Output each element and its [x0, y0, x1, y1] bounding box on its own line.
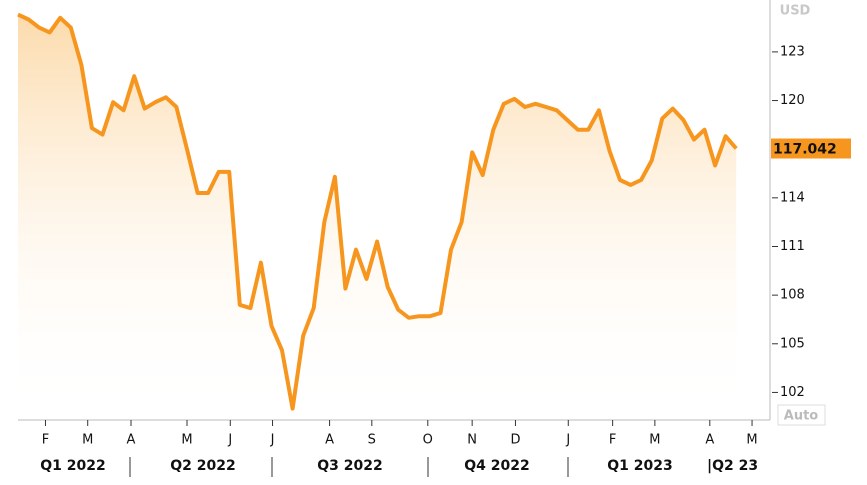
y-tick-label: 114 — [780, 190, 805, 205]
x-tick-label: F — [42, 433, 49, 448]
quarter-label: Q4 2022 — [464, 458, 529, 474]
x-tick-label: M — [181, 433, 192, 448]
x-tick-label: J — [270, 433, 275, 448]
x-tick-label: F — [609, 433, 616, 448]
x-tick-label: J — [565, 433, 570, 448]
y-tick-label: 108 — [780, 288, 805, 303]
y-tick-label: 111 — [780, 239, 805, 254]
price-badge — [771, 138, 851, 159]
area-fill — [18, 14, 737, 420]
y-tick-label: 123 — [780, 44, 805, 59]
x-tick-label: O — [423, 433, 433, 448]
x-tick-label: A — [127, 433, 136, 448]
auto-label[interactable]: Auto — [784, 409, 819, 424]
price-line — [17, 12, 738, 411]
y-tick-label: 120 — [780, 93, 805, 108]
x-tick-label: M — [746, 433, 757, 448]
x-tick-label: J — [227, 433, 232, 448]
price-badge-label: 117.042 — [773, 142, 837, 158]
x-tick-label: M — [82, 433, 93, 448]
x-tick-label: A — [325, 433, 334, 448]
quarter-label: Q1 2022 — [40, 458, 105, 474]
quarter-label: Q2 2022 — [170, 458, 235, 474]
auto-button[interactable] — [777, 404, 826, 426]
quarter-label: |Q2 23 — [707, 458, 758, 474]
y-tick-label: 102 — [780, 385, 805, 400]
x-tick-label: A — [705, 433, 714, 448]
x-tick-label: M — [649, 433, 660, 448]
plot-area — [17, 12, 738, 420]
y-tick-label: 105 — [780, 336, 805, 351]
x-tick-label: S — [368, 433, 376, 448]
x-tick-label: D — [510, 433, 520, 448]
unit-label: USD — [780, 4, 811, 19]
x-tick-label: N — [467, 433, 477, 448]
quarter-label: Q3 2022 — [317, 458, 382, 474]
quarter-label: Q1 2023 — [607, 458, 672, 474]
